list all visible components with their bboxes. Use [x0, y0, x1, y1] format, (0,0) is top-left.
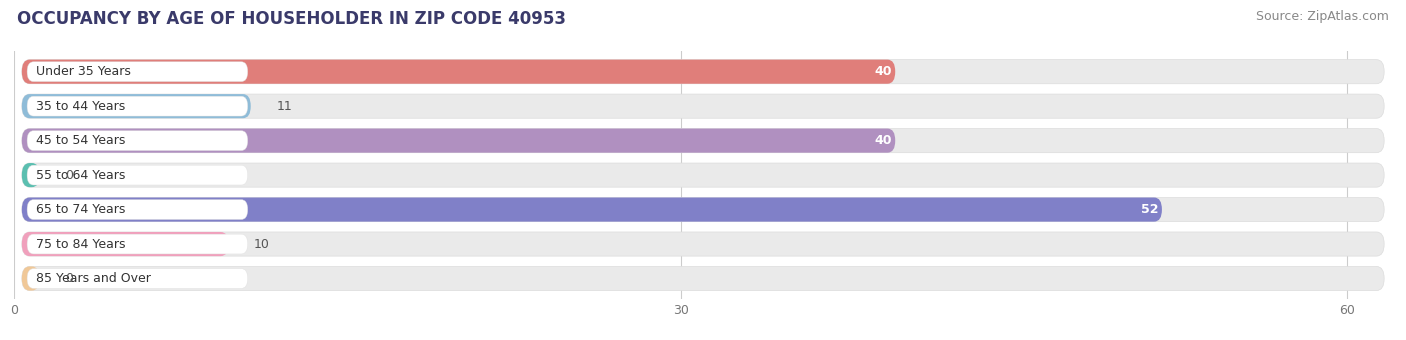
FancyBboxPatch shape	[22, 198, 1384, 222]
FancyBboxPatch shape	[27, 62, 247, 82]
FancyBboxPatch shape	[27, 234, 247, 254]
Text: 0: 0	[65, 272, 73, 285]
FancyBboxPatch shape	[27, 200, 247, 219]
FancyBboxPatch shape	[22, 267, 1384, 291]
FancyBboxPatch shape	[22, 129, 896, 153]
Text: 75 to 84 Years: 75 to 84 Years	[37, 238, 125, 251]
FancyBboxPatch shape	[22, 94, 250, 118]
FancyBboxPatch shape	[27, 96, 247, 116]
Text: 40: 40	[875, 134, 891, 147]
Text: Source: ZipAtlas.com: Source: ZipAtlas.com	[1256, 10, 1389, 23]
FancyBboxPatch shape	[22, 267, 39, 291]
Text: 10: 10	[254, 238, 270, 251]
FancyBboxPatch shape	[22, 59, 1384, 84]
Text: 55 to 64 Years: 55 to 64 Years	[37, 169, 125, 182]
Text: 11: 11	[277, 100, 292, 113]
FancyBboxPatch shape	[22, 198, 1161, 222]
FancyBboxPatch shape	[27, 165, 247, 185]
Text: 52: 52	[1142, 203, 1159, 216]
Text: 0: 0	[65, 169, 73, 182]
Text: 45 to 54 Years: 45 to 54 Years	[37, 134, 125, 147]
Text: OCCUPANCY BY AGE OF HOUSEHOLDER IN ZIP CODE 40953: OCCUPANCY BY AGE OF HOUSEHOLDER IN ZIP C…	[17, 10, 565, 28]
FancyBboxPatch shape	[22, 232, 229, 256]
Text: 85 Years and Over: 85 Years and Over	[37, 272, 152, 285]
Text: 35 to 44 Years: 35 to 44 Years	[37, 100, 125, 113]
Text: 40: 40	[875, 65, 891, 78]
FancyBboxPatch shape	[27, 269, 247, 288]
FancyBboxPatch shape	[22, 163, 39, 187]
FancyBboxPatch shape	[22, 163, 1384, 187]
Text: Under 35 Years: Under 35 Years	[37, 65, 131, 78]
FancyBboxPatch shape	[22, 59, 896, 84]
Text: 65 to 74 Years: 65 to 74 Years	[37, 203, 125, 216]
FancyBboxPatch shape	[22, 129, 1384, 153]
FancyBboxPatch shape	[22, 94, 1384, 118]
FancyBboxPatch shape	[22, 232, 1384, 256]
FancyBboxPatch shape	[27, 131, 247, 151]
